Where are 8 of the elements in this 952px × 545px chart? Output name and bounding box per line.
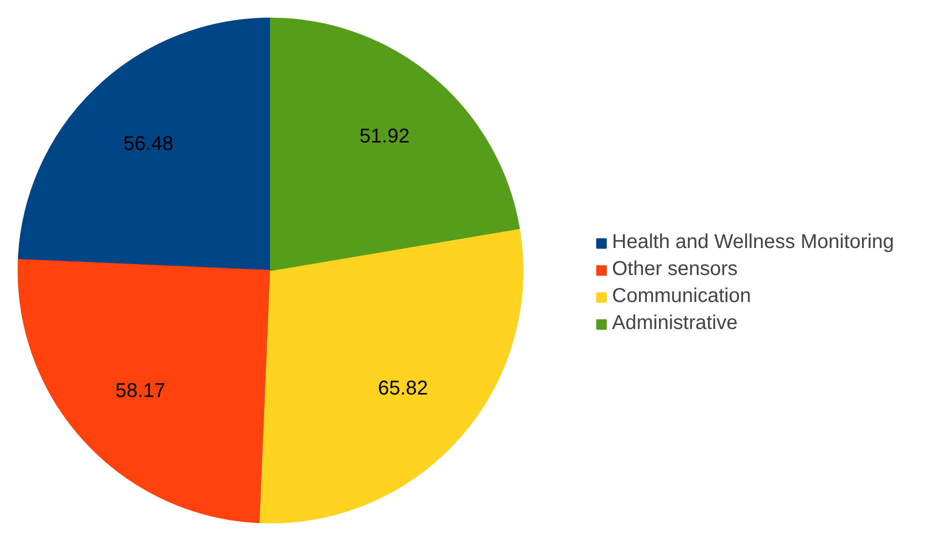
legend-label: Health and Wellness Monitoring <box>612 231 894 254</box>
data-label: 58.17 <box>115 380 166 402</box>
data-label: 51.92 <box>360 126 410 148</box>
data-label: 65.82 <box>378 377 428 400</box>
legend-label: Communication <box>612 285 751 308</box>
legend-label: Other sensors <box>612 258 738 281</box>
data-label: 56.48 <box>123 132 174 155</box>
legend-label: Administrative <box>612 312 738 335</box>
